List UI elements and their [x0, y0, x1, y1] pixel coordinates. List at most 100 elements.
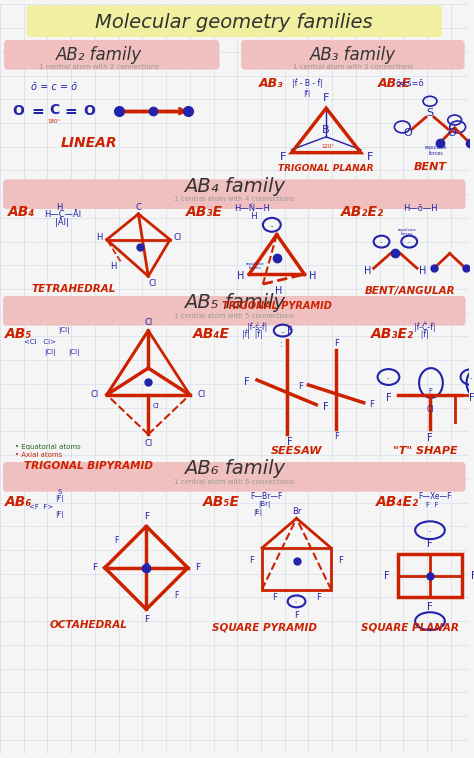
- Text: AB₂E₂: AB₂E₂: [341, 205, 384, 219]
- Text: ..: ..: [387, 374, 390, 380]
- Text: H—Ṅ—H: H—Ṅ—H: [234, 205, 270, 214]
- Text: AB₆ family: AB₆ family: [184, 459, 285, 478]
- Text: • Equatorial atoms: • Equatorial atoms: [15, 444, 81, 450]
- FancyBboxPatch shape: [241, 40, 465, 70]
- Text: |F|: |F|: [55, 511, 64, 518]
- Text: ..: ..: [428, 619, 432, 624]
- Text: C: C: [136, 202, 141, 211]
- Text: 1 central atom with 4 connections: 1 central atom with 4 connections: [174, 196, 294, 202]
- Text: • Axial atoms: • Axial atoms: [15, 452, 62, 458]
- Text: |ḟ-ś-ḟ|: |ḟ-ś-ḟ|: [247, 321, 267, 331]
- Text: F—Xe—F: F—Xe—F: [418, 492, 452, 501]
- Text: <F  F>: <F F>: [29, 503, 54, 509]
- Text: F: F: [366, 152, 373, 161]
- Text: O: O: [447, 128, 456, 138]
- Text: F: F: [244, 377, 250, 387]
- Text: F: F: [323, 93, 329, 103]
- Text: repulsive
forces: repulsive forces: [425, 146, 447, 156]
- Text: AB₃E: AB₃E: [186, 205, 223, 219]
- Text: <Cl   Cl>: <Cl Cl>: [24, 340, 55, 346]
- Text: F: F: [386, 393, 391, 402]
- Text: F: F: [334, 432, 338, 441]
- Text: C: C: [49, 103, 60, 117]
- Text: "T" SHAPE: "T" SHAPE: [393, 446, 457, 456]
- Text: AB₄E: AB₄E: [193, 327, 230, 340]
- Text: F: F: [428, 388, 432, 394]
- Text: F: F: [114, 536, 119, 544]
- Text: F: F: [471, 571, 474, 581]
- Text: repulsive
forces: repulsive forces: [246, 262, 264, 271]
- Text: AB₄ family: AB₄ family: [184, 177, 285, 196]
- Text: |Cl|: |Cl|: [68, 349, 80, 356]
- Text: F: F: [294, 611, 299, 620]
- FancyBboxPatch shape: [3, 296, 465, 326]
- Text: S: S: [57, 489, 62, 495]
- FancyBboxPatch shape: [4, 40, 219, 70]
- Text: |E|: |E|: [254, 509, 263, 516]
- Text: F: F: [338, 556, 344, 565]
- FancyBboxPatch shape: [3, 180, 465, 209]
- Text: TRIGONAL PLANAR: TRIGONAL PLANAR: [278, 164, 374, 173]
- Text: H: H: [96, 233, 102, 242]
- Text: H: H: [246, 212, 258, 221]
- Text: Cl: Cl: [144, 318, 153, 327]
- Text: H: H: [56, 203, 63, 212]
- Text: F: F: [369, 400, 374, 409]
- Text: BENT: BENT: [413, 162, 447, 173]
- Text: ..: ..: [281, 327, 285, 334]
- Text: AB₂E: AB₂E: [378, 77, 410, 90]
- Text: Cl: Cl: [91, 390, 99, 399]
- Text: ..: ..: [408, 239, 411, 244]
- Text: H: H: [419, 266, 427, 276]
- Text: |Cl|: |Cl|: [44, 349, 55, 356]
- Text: H: H: [309, 271, 316, 281]
- Text: 1 central atom with 6 connections: 1 central atom with 6 connections: [174, 479, 294, 485]
- Text: ..: ..: [470, 374, 473, 380]
- Text: Cl: Cl: [144, 439, 153, 448]
- Text: F: F: [92, 563, 98, 572]
- Text: F: F: [316, 593, 321, 602]
- Text: |Cl|: |Cl|: [58, 327, 70, 334]
- Text: |ḟ|: |ḟ|: [416, 330, 428, 340]
- Text: |ḟ|  |ḟ|: |ḟ| |ḟ|: [242, 330, 263, 340]
- Text: F: F: [427, 434, 433, 443]
- Text: F: F: [298, 382, 303, 391]
- Text: AB₆: AB₆: [5, 494, 32, 509]
- Text: :: :: [280, 340, 283, 349]
- Text: F: F: [287, 326, 292, 336]
- Text: F: F: [383, 571, 389, 581]
- Text: Molecular geometry families: Molecular geometry families: [95, 13, 373, 32]
- Text: O: O: [12, 104, 24, 118]
- Text: AB₅ family: AB₅ family: [184, 293, 285, 312]
- Text: AB₃: AB₃: [259, 77, 283, 90]
- Text: Cl: Cl: [426, 405, 434, 414]
- Text: F: F: [273, 593, 277, 602]
- Text: B: B: [322, 125, 330, 135]
- Text: S: S: [143, 562, 149, 573]
- Text: AB₄: AB₄: [8, 205, 36, 219]
- Text: 180°: 180°: [48, 119, 61, 124]
- Text: Cl: Cl: [153, 402, 160, 409]
- Text: F: F: [427, 603, 433, 612]
- Text: |ḟ - B - ḟ|: |ḟ - B - ḟ|: [292, 79, 322, 89]
- Text: |Br|: |Br|: [258, 501, 270, 508]
- Text: S: S: [427, 108, 434, 118]
- Text: AB₃E₂: AB₃E₂: [371, 327, 414, 340]
- Text: H: H: [275, 286, 283, 296]
- Text: TETRAHEDRAL: TETRAHEDRAL: [32, 284, 116, 294]
- Text: AB₂ family: AB₂ family: [56, 45, 142, 64]
- Text: AB₃ family: AB₃ family: [310, 45, 396, 64]
- Text: H—ŏ—H: H—ŏ—H: [403, 205, 438, 214]
- Text: Br: Br: [292, 507, 301, 516]
- Text: SQUARE PLANAR: SQUARE PLANAR: [361, 622, 459, 632]
- Text: Cl: Cl: [174, 233, 182, 242]
- Text: SEESAW: SEESAW: [271, 446, 322, 456]
- Text: H—C—Āl: H—C—Āl: [45, 211, 82, 219]
- Text: F: F: [195, 563, 200, 572]
- Text: 1 central atom with 3 connections: 1 central atom with 3 connections: [293, 64, 413, 70]
- Text: F: F: [144, 512, 149, 521]
- Text: 120°: 120°: [321, 144, 335, 149]
- Text: TRIGONAL BIPYRAMID: TRIGONAL BIPYRAMID: [25, 461, 154, 471]
- Text: 1 central atom with 5 connections: 1 central atom with 5 connections: [174, 313, 294, 319]
- Text: H: H: [364, 266, 372, 276]
